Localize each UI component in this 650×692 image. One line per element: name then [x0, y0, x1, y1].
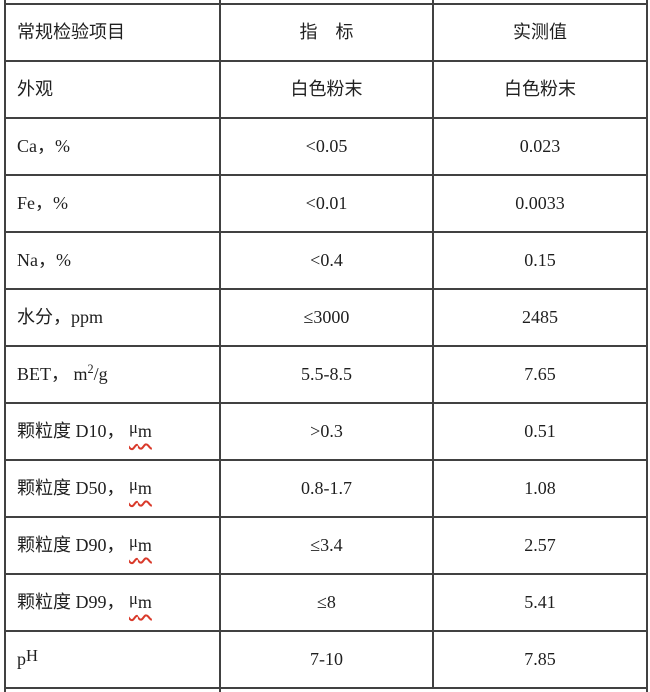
table-row: Fe，% <0.01 0.0033 — [4, 174, 648, 233]
spec-cell: 白色粉末 — [219, 60, 434, 119]
spec-cell — [219, 0, 434, 5]
item-cell: 颗粒度 D90， μm — [4, 516, 221, 575]
text-segment: 2 — [87, 362, 94, 377]
spec-cell: ≤3.4 — [219, 516, 434, 575]
spec-cell: 5.5-8.5 — [219, 345, 434, 404]
item-cell: Na，% — [4, 231, 221, 290]
item-cell — [4, 687, 221, 692]
spec-cell: ≤8 — [219, 573, 434, 632]
header-spec: 指 标 — [219, 3, 434, 62]
text-segment: 颗粒度 D99， — [17, 592, 129, 613]
spellcheck-underlined-text: μ — [129, 417, 138, 437]
value-cell: 1.08 — [432, 459, 648, 518]
spec-cell: <0.4 — [219, 231, 434, 290]
cutoff-row-bottom — [4, 687, 648, 692]
value-cell: 0.023 — [432, 117, 648, 176]
item-cell: 颗粒度 D10， μm — [4, 402, 221, 461]
value-cell: 0.51 — [432, 402, 648, 461]
table-row: 颗粒度 D50， μm 0.8-1.7 1.08 — [4, 459, 648, 518]
item-cell: BET， m2/g — [4, 345, 221, 404]
header-row: 常规检验项目 指 标 实测值 — [4, 3, 648, 62]
spellcheck-underlined-text: m — [137, 592, 152, 613]
spellcheck-underlined-text: m — [137, 535, 152, 556]
table-row: 颗粒度 D99， μm ≤8 5.41 — [4, 573, 648, 632]
value-cell: 0.0033 — [432, 174, 648, 233]
text-segment: 颗粒度 D90， — [17, 535, 129, 556]
value-cell: 0.15 — [432, 231, 648, 290]
spec-cell: >0.3 — [219, 402, 434, 461]
item-cell: 外观 — [4, 60, 221, 119]
spellcheck-underlined-text: μ — [129, 531, 138, 551]
spec-cell: <0.01 — [219, 174, 434, 233]
item-cell: Ca，% — [4, 117, 221, 176]
text-segment: H — [26, 645, 38, 665]
header-item: 常规检验项目 — [4, 3, 221, 62]
spec-cell: 7-10 — [219, 630, 434, 689]
table-row: pH 7-10 7.85 — [4, 630, 648, 689]
header-value: 实测值 — [432, 3, 648, 62]
text-segment: 颗粒度 D50， — [17, 478, 129, 499]
text-segment: BET， m — [17, 364, 88, 385]
value-cell: 2485 — [432, 288, 648, 347]
table-row: 颗粒度 D10， μm >0.3 0.51 — [4, 402, 648, 461]
item-cell: pH — [4, 630, 221, 689]
value-cell: 2.57 — [432, 516, 648, 575]
table-row: 外观 白色粉末 白色粉末 — [4, 60, 648, 119]
spellcheck-underlined-text: m — [137, 421, 152, 442]
spellcheck-underlined-text: μ — [129, 588, 138, 608]
table-row: BET， m2/g 5.5-8.5 7.65 — [4, 345, 648, 404]
table-body: 外观 白色粉末 白色粉末 Ca，% <0.05 0.023 Fe，% <0.01 0.0033 N… — [4, 60, 648, 689]
table-row: Ca，% <0.05 0.023 — [4, 117, 648, 176]
table-row: 颗粒度 D90， μm ≤3.4 2.57 — [4, 516, 648, 575]
spec-cell: ≤3000 — [219, 288, 434, 347]
value-cell: 7.65 — [432, 345, 648, 404]
spellcheck-underlined-text: m — [137, 478, 152, 499]
spellcheck-underlined-text: μ — [129, 474, 138, 494]
value-cell: 白色粉末 — [432, 60, 648, 119]
table-row: 水分，ppm ≤3000 2485 — [4, 288, 648, 347]
item-cell: Fe，% — [4, 174, 221, 233]
merged-cell — [219, 687, 648, 692]
table-row: Na，% <0.4 0.15 — [4, 231, 648, 290]
item-cell: 水分，ppm — [4, 288, 221, 347]
text-segment: /g — [93, 364, 108, 385]
cutoff-row-top — [4, 0, 648, 5]
value-cell: 7.85 — [432, 630, 648, 689]
item-cell: 颗粒度 D99， μm — [4, 573, 221, 632]
text-segment: p — [17, 649, 26, 670]
spec-cell: 0.8-1.7 — [219, 459, 434, 518]
value-cell — [432, 0, 648, 5]
inspection-table: 常规检验项目 指 标 实测值 外观 白色粉末 白色粉末 Ca，% <0.05 0.023 F… — [4, 0, 648, 692]
item-cell — [4, 0, 221, 5]
value-cell: 5.41 — [432, 573, 648, 632]
text-segment: 颗粒度 D10， — [17, 421, 129, 442]
item-cell: 颗粒度 D50， μm — [4, 459, 221, 518]
spec-cell: <0.05 — [219, 117, 434, 176]
